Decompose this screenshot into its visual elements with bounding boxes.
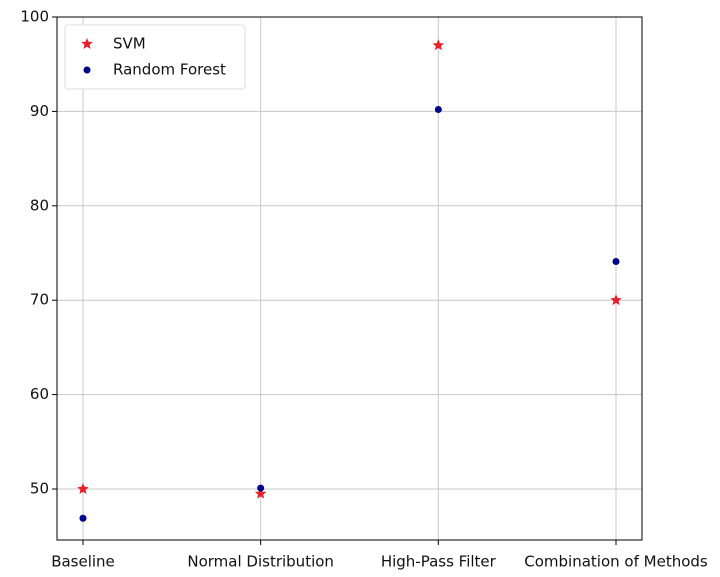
point bbox=[610, 294, 622, 306]
legend-marker bbox=[81, 38, 93, 49]
x-tick-label: Normal Distribution bbox=[187, 553, 334, 571]
point bbox=[612, 258, 620, 266]
y-tick-label: 70 bbox=[30, 291, 49, 309]
point bbox=[79, 514, 87, 522]
point bbox=[257, 484, 265, 492]
point bbox=[255, 487, 267, 499]
y-tick-label: 50 bbox=[30, 480, 49, 498]
point bbox=[77, 483, 89, 494]
y-tick-label: 80 bbox=[30, 196, 49, 214]
y-tick-label: 60 bbox=[30, 385, 49, 403]
legend-label: SVM bbox=[113, 35, 146, 53]
legend-box bbox=[64, 24, 246, 90]
legend-label: Random Forest bbox=[113, 61, 226, 79]
legend-marker bbox=[83, 66, 91, 74]
y-tick-label: 100 bbox=[20, 8, 49, 26]
point bbox=[432, 39, 444, 51]
x-tick-label: High-Pass Filter bbox=[381, 553, 497, 571]
plot-frame bbox=[56, 16, 643, 541]
y-tick-label: 90 bbox=[30, 102, 49, 120]
point bbox=[434, 106, 442, 114]
x-tick-label: Combination of Methods bbox=[524, 553, 708, 571]
x-tick-label: Baseline bbox=[51, 553, 115, 571]
